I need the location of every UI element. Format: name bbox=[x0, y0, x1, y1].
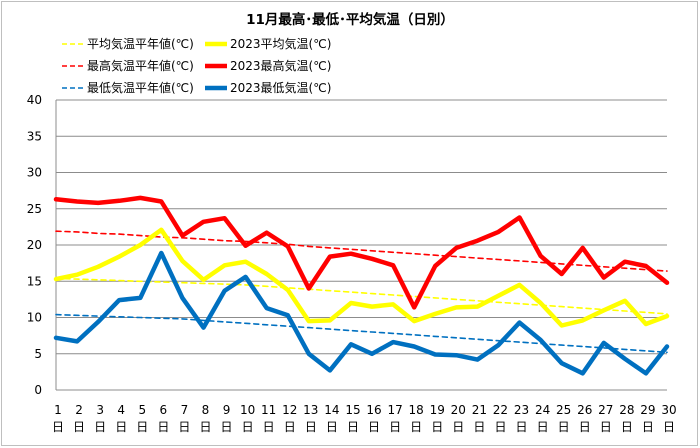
y-tick-label: 20 bbox=[27, 238, 42, 252]
x-tick-label: 13 日 bbox=[303, 403, 318, 434]
y-tick-label: 15 bbox=[27, 274, 42, 288]
y-tick-label: 25 bbox=[27, 202, 42, 216]
series-line bbox=[55, 313, 668, 354]
x-tick-label: 28 日 bbox=[619, 403, 634, 434]
x-tick-label: 23 日 bbox=[514, 403, 529, 434]
y-tick-label: 35 bbox=[27, 129, 42, 143]
x-tick-label: 16 日 bbox=[366, 403, 381, 434]
y-tick-label: 30 bbox=[27, 166, 42, 180]
y-tick-label: 0 bbox=[34, 383, 42, 397]
series-line bbox=[55, 230, 668, 272]
x-tick-label: 15 日 bbox=[345, 403, 360, 434]
series-line bbox=[55, 277, 668, 315]
y-axis-ticks: 0 5 10 15 20 25 30 35 40 bbox=[27, 93, 42, 397]
x-tick-label: 29 日 bbox=[640, 403, 655, 434]
series-lines bbox=[53, 195, 670, 376]
y-tick-label: 10 bbox=[27, 311, 42, 325]
series-line bbox=[53, 195, 670, 310]
x-tick-label: 24 日 bbox=[535, 403, 550, 434]
x-tick-label: 18 日 bbox=[409, 403, 424, 434]
chart-title: 11月最高･最低･平均気温（日別） bbox=[246, 11, 454, 28]
x-tick-label: 11 日 bbox=[261, 403, 276, 434]
x-tick-label: 12 日 bbox=[282, 403, 297, 434]
legend-label: 2023最高気温(℃) bbox=[230, 58, 331, 73]
legend-label: 最低気温平年値(℃) bbox=[87, 80, 194, 95]
y-tick-label: 5 bbox=[34, 347, 42, 361]
legend-label: 2023最低気温(℃) bbox=[230, 80, 331, 95]
x-tick-label: 19 日 bbox=[430, 403, 445, 434]
x-tick-label: 17 日 bbox=[387, 403, 402, 434]
x-tick-label: 22 日 bbox=[493, 403, 508, 434]
legend: 平均気温平年値(℃) 2023平均気温(℃) 最高気温平年値(℃) 2023最高気温(… bbox=[62, 36, 331, 95]
x-tick-label: 14 日 bbox=[324, 403, 339, 434]
x-tick-label: 20 日 bbox=[451, 403, 466, 434]
x-axis-ticks: 1 日 2 日 3 日 4 日 5 日 6 日 7 日 8 日 9 日 10 日 11 日 12 日 13 日 14 日 15 日 16 日 1… bbox=[52, 403, 677, 434]
x-tick-label: 26 日 bbox=[577, 403, 592, 434]
x-tick-label: 10 日 bbox=[240, 403, 255, 434]
legend-label: 最高気温平年値(℃) bbox=[87, 58, 194, 73]
x-tick-label: 25 日 bbox=[556, 403, 571, 434]
x-tick-label: 27 日 bbox=[598, 403, 613, 434]
x-tick-label: 30 日 bbox=[661, 403, 676, 434]
y-tick-label: 40 bbox=[27, 93, 42, 107]
series-line bbox=[53, 227, 670, 328]
legend-label: 平均気温平年値(℃) bbox=[87, 36, 194, 51]
series-line bbox=[53, 250, 670, 376]
gridlines bbox=[55, 99, 667, 391]
x-tick-label: 21 日 bbox=[472, 403, 487, 434]
legend-label: 2023平均気温(℃) bbox=[230, 36, 331, 51]
